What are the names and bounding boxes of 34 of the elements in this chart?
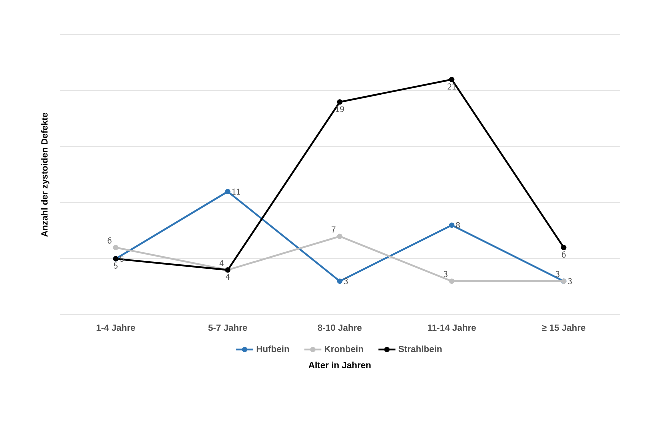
x-tick-label: 1-4 Jahre xyxy=(96,324,136,332)
legend-label: Kronbein xyxy=(325,346,364,352)
data-label: 11 xyxy=(232,188,240,195)
data-label: 3 xyxy=(444,271,448,278)
point xyxy=(449,222,455,228)
data-label: 21 xyxy=(448,84,456,90)
data-label: 19 xyxy=(336,106,344,112)
data-label: 8 xyxy=(456,222,460,229)
data-label: 5 xyxy=(120,256,124,262)
data-label: 6 xyxy=(108,238,112,244)
data-label: 5 xyxy=(114,262,118,269)
x-tick-label: 5-7 Jahre xyxy=(208,324,248,332)
data-label: 6 xyxy=(562,252,566,258)
y-axis-title: Anzahl der zystoiden Defekte xyxy=(41,113,50,238)
data-label: 4 xyxy=(220,260,224,266)
data-label: 3 xyxy=(568,278,572,285)
point xyxy=(449,77,455,82)
x-axis-title: Alter in Jahren xyxy=(308,362,371,369)
point xyxy=(113,245,119,250)
point xyxy=(337,278,343,284)
legend-label: Hufbein xyxy=(256,346,290,352)
data-label: 7 xyxy=(332,226,336,233)
x-tick-label: ≥ 15 Jahre xyxy=(542,324,586,332)
point xyxy=(337,100,343,105)
x-tick-label: 11-14 Jahre xyxy=(428,324,476,332)
data-label: 3 xyxy=(344,278,348,285)
point xyxy=(337,234,343,240)
point xyxy=(449,278,455,284)
data-label: 3 xyxy=(556,271,560,278)
data-label: 4 xyxy=(226,274,230,280)
point xyxy=(225,189,231,194)
legend-label: Strahlbein xyxy=(398,346,442,352)
x-tick-label: 8-10 Jahre xyxy=(318,324,362,332)
point xyxy=(561,245,567,250)
